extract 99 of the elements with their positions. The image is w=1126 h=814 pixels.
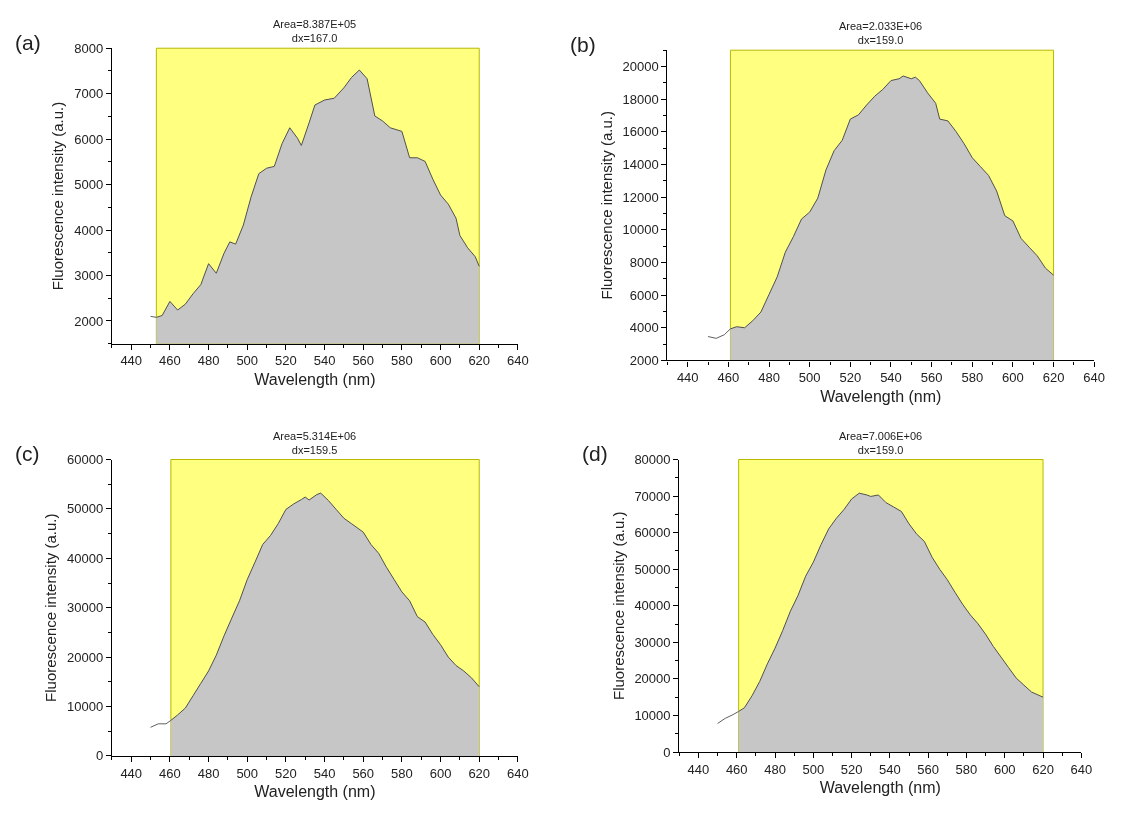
x-tick-label: 480	[764, 761, 786, 777]
x-tick-label: 620	[468, 765, 491, 781]
x-tick-label: 440	[687, 761, 710, 777]
line-series	[717, 710, 740, 724]
x-tick-label: 500	[798, 370, 821, 386]
y-tick-label: 80000	[634, 452, 671, 468]
x-tick-label: 520	[275, 353, 297, 369]
y-tick-label: 3000	[74, 268, 104, 284]
text: (a)	[15, 31, 41, 54]
x-tick-label: 580	[391, 353, 413, 369]
x-tick-label: 640	[1070, 761, 1093, 777]
y-tick-label: 7000	[74, 86, 104, 102]
x-axis-title: Wavelength (nm)	[254, 783, 376, 801]
y-axis-title: Fluorescence intensity (a.u.)	[609, 511, 627, 700]
x-tick-label: 600	[1002, 370, 1024, 386]
chart-subtitle: dx=167.0	[291, 32, 338, 45]
x-tick-label: 440	[676, 370, 699, 386]
x-tick-label: 560	[352, 353, 375, 369]
y-tick-label: 5000	[74, 177, 104, 193]
y-tick-label: 20000	[622, 59, 659, 75]
x-tick-label: 600	[993, 761, 1016, 777]
y-tick-label: 70000	[634, 488, 671, 504]
x-tick-label: 640	[507, 353, 529, 369]
y-tick-label: 60000	[634, 525, 671, 541]
y-tick-label: 40000	[634, 598, 671, 614]
x-tick-label: 480	[758, 370, 780, 386]
x-tick-label: 500	[236, 765, 259, 781]
x-tick-label: 460	[159, 353, 181, 369]
x-axis-title: Wavelength (nm)	[254, 371, 376, 389]
y-tick-label: 30000	[66, 600, 104, 616]
y-tick-label: 50000	[66, 501, 104, 517]
x-tick-label: 500	[236, 353, 259, 369]
x-tick-label: 460	[725, 761, 748, 777]
x-tick-label: 460	[159, 765, 181, 781]
y-tick-label: 0	[663, 744, 671, 760]
x-tick-label: 620	[468, 353, 491, 369]
x-tick-label: 440	[120, 765, 143, 781]
x-axis-title: Wavelength (nm)	[819, 779, 941, 797]
chart-title: Area=2.033E+06	[839, 20, 923, 32]
chart-subtitle: dx=159.5	[291, 444, 338, 457]
y-tick-label: 16000	[622, 124, 659, 140]
x-tick-label: 500	[802, 761, 825, 777]
x-tick-label: 440	[120, 353, 143, 369]
chart-title: Area=5.314E+06	[273, 430, 357, 442]
x-tick-label: 520	[275, 765, 297, 781]
y-tick-label: 8000	[629, 254, 659, 270]
y-tick-label: 10000	[66, 699, 104, 715]
x-tick-label: 620	[1042, 370, 1065, 386]
y-tick-label: 40000	[66, 550, 104, 566]
x-tick-label: 520	[840, 761, 863, 777]
y-tick-label: 4000	[629, 320, 659, 336]
text: (c)	[15, 442, 40, 465]
x-tick-label: 540	[313, 765, 336, 781]
y-tick-label: 2000	[74, 313, 104, 329]
y-tick-label: 0	[95, 748, 104, 764]
y-axis-title: Fluorescence intensity (a.u.)	[49, 101, 67, 291]
y-tick-label: 6000	[74, 131, 104, 147]
x-tick-label: 540	[880, 370, 902, 386]
x-tick-label: 480	[197, 765, 220, 781]
x-tick-label: 640	[1083, 370, 1106, 386]
x-tick-label: 480	[197, 353, 220, 369]
y-tick-label: 50000	[634, 561, 671, 577]
y-tick-label: 18000	[622, 91, 659, 107]
y-tick-label: 10000	[622, 222, 659, 238]
y-tick-label: 60000	[66, 452, 104, 468]
x-tick-label: 580	[961, 370, 984, 386]
x-tick-label: 560	[917, 761, 940, 777]
x-tick-label: 560	[352, 765, 375, 781]
y-tick-label: 4000	[74, 222, 104, 238]
text: (d)	[582, 442, 608, 465]
x-tick-label: 600	[429, 353, 452, 369]
text: (b)	[570, 33, 596, 56]
y-tick-label: 2000	[629, 352, 659, 368]
x-tick-label: 460	[717, 370, 740, 386]
y-tick-label: 20000	[66, 649, 104, 665]
x-tick-label: 540	[313, 353, 336, 369]
chart-subtitle: dx=159.0	[857, 34, 904, 47]
y-tick-label: 20000	[634, 671, 671, 687]
chart-title: Area=8.387E+05	[273, 18, 357, 30]
x-tick-label: 580	[391, 765, 413, 781]
x-tick-label: 640	[507, 765, 529, 781]
y-axis-title: Fluorescence intensity (a.u.)	[42, 513, 60, 702]
x-tick-label: 520	[839, 370, 862, 386]
x-axis-title: Wavelength (nm)	[820, 387, 942, 405]
x-tick-label: 580	[955, 761, 978, 777]
y-tick-label: 8000	[74, 40, 104, 56]
x-tick-label: 560	[920, 370, 943, 386]
y-axis-title: Fluorescence intensity (a.u.)	[597, 111, 615, 300]
y-tick-label: 30000	[634, 634, 671, 650]
chart-title: Area=7.006E+06	[839, 430, 923, 442]
x-tick-label: 620	[1032, 761, 1054, 777]
y-tick-label: 12000	[622, 189, 659, 205]
x-tick-label: 540	[879, 761, 901, 777]
line-series	[707, 328, 731, 339]
y-tick-label: 10000	[634, 708, 671, 723]
y-tick-label: 6000	[629, 287, 659, 303]
chart-subtitle: dx=159.0	[857, 444, 904, 457]
y-tick-label: 14000	[622, 157, 659, 173]
x-tick-label: 600	[429, 765, 452, 781]
